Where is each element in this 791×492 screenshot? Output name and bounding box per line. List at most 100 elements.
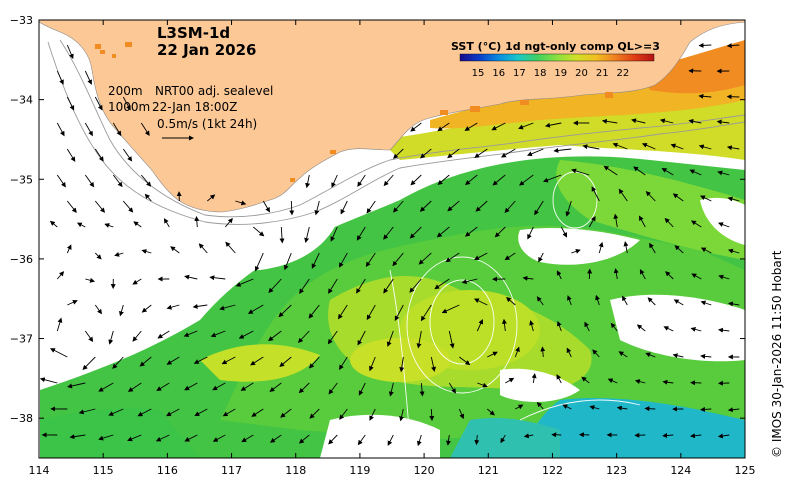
- current-vector: [534, 200, 544, 216]
- current-vector: [631, 118, 646, 124]
- credit-text: © IMOS 30-Jan-2026 11:50 Hobart: [770, 250, 784, 458]
- current-vector: [610, 322, 618, 332]
- x-tick-label: 121: [478, 464, 499, 477]
- current-vector: [238, 330, 254, 339]
- current-vector: [504, 200, 516, 214]
- current-vector: [501, 318, 507, 332]
- current-vector: [330, 226, 338, 242]
- current-vector: [473, 298, 488, 306]
- current-vector: [339, 408, 348, 420]
- current-vector: [280, 408, 292, 418]
- current-vectors: [39, 42, 740, 447]
- plot-frame: [38, 19, 746, 459]
- current-vector: [119, 304, 124, 317]
- current-vector: [699, 406, 712, 412]
- current-vector: [299, 278, 310, 294]
- current-vector: [392, 200, 404, 213]
- current-vector: [56, 174, 66, 188]
- current-vector: [556, 374, 562, 384]
- current-vector: [487, 351, 498, 358]
- current-vector: [588, 215, 596, 228]
- current-vector: [327, 330, 338, 345]
- current-vector: [544, 122, 562, 128]
- current-vector: [448, 330, 455, 349]
- current-vector: [670, 143, 684, 150]
- current-vector: [691, 273, 702, 280]
- current-vector: [166, 356, 180, 365]
- current-vector: [531, 373, 537, 384]
- current-vector: [365, 252, 376, 268]
- current-vector: [207, 194, 216, 202]
- current-vector: [698, 144, 712, 150]
- current-vector: [67, 382, 86, 389]
- current-vector: [253, 226, 265, 237]
- current-vector: [491, 122, 506, 131]
- current-vector: [618, 351, 628, 358]
- current-vector: [304, 226, 310, 243]
- current-vector: [184, 434, 198, 442]
- current-vector: [94, 200, 106, 213]
- current-vector: [474, 434, 480, 446]
- current-vector: [726, 145, 740, 151]
- current-vector: [67, 300, 78, 306]
- current-vector: [356, 226, 366, 241]
- current-vector: [410, 174, 422, 186]
- current-vector: [357, 174, 366, 187]
- current-vector: [659, 118, 674, 124]
- annotation-depth-200: 200m: [108, 84, 143, 98]
- current-vector: [514, 346, 520, 358]
- current-vector: [338, 252, 348, 268]
- current-vector: [649, 242, 656, 254]
- current-vector: [309, 408, 320, 419]
- current-vector: [112, 174, 123, 188]
- y-tick-label: −38: [10, 412, 33, 425]
- current-vector: [587, 268, 593, 280]
- current-vector: [170, 246, 180, 254]
- current-vector: [553, 147, 572, 153]
- current-vector: [639, 269, 646, 280]
- current-vector: [66, 200, 77, 213]
- current-vector: [308, 356, 320, 369]
- current-vector: [717, 433, 730, 439]
- current-vector: [410, 122, 422, 132]
- current-vector: [251, 408, 264, 417]
- current-vector: [700, 195, 712, 202]
- current-vector: [328, 434, 338, 445]
- current-vector: [420, 304, 432, 322]
- current-vector: [66, 96, 75, 111]
- current-vector: [283, 252, 292, 271]
- current-vector: [690, 326, 702, 332]
- current-vector: [477, 382, 488, 388]
- current-vector: [560, 226, 568, 238]
- current-vector: [419, 382, 425, 397]
- current-vector: [331, 174, 338, 188]
- legend-tick-label: 15: [472, 68, 485, 79]
- current-vector: [269, 434, 282, 443]
- current-vector: [127, 434, 142, 442]
- current-vector: [269, 382, 282, 392]
- current-vector: [166, 408, 180, 417]
- x-tick-label: 124: [670, 464, 691, 477]
- current-vector: [94, 304, 103, 315]
- x-tick-label: 116: [157, 464, 178, 477]
- current-vector: [339, 356, 348, 370]
- current-vector: [718, 222, 730, 228]
- current-vector: [56, 70, 64, 85]
- current-vector: [475, 200, 488, 212]
- current-vector: [603, 165, 618, 176]
- current-vector: [112, 122, 122, 137]
- current-vector: [447, 200, 460, 212]
- current-vector: [122, 200, 134, 213]
- current-vector: [279, 226, 285, 244]
- current-vector: [674, 245, 684, 254]
- legend-tick-label: 21: [596, 68, 609, 79]
- current-vector: [221, 356, 236, 365]
- current-vector: [518, 122, 534, 130]
- x-tick-label: 122: [542, 464, 563, 477]
- x-tick-label: 119: [349, 464, 370, 477]
- current-vector: [718, 327, 730, 333]
- current-vector: [641, 142, 656, 150]
- current-vector: [727, 301, 740, 307]
- current-vector: [308, 304, 320, 319]
- current-vector: [566, 347, 572, 358]
